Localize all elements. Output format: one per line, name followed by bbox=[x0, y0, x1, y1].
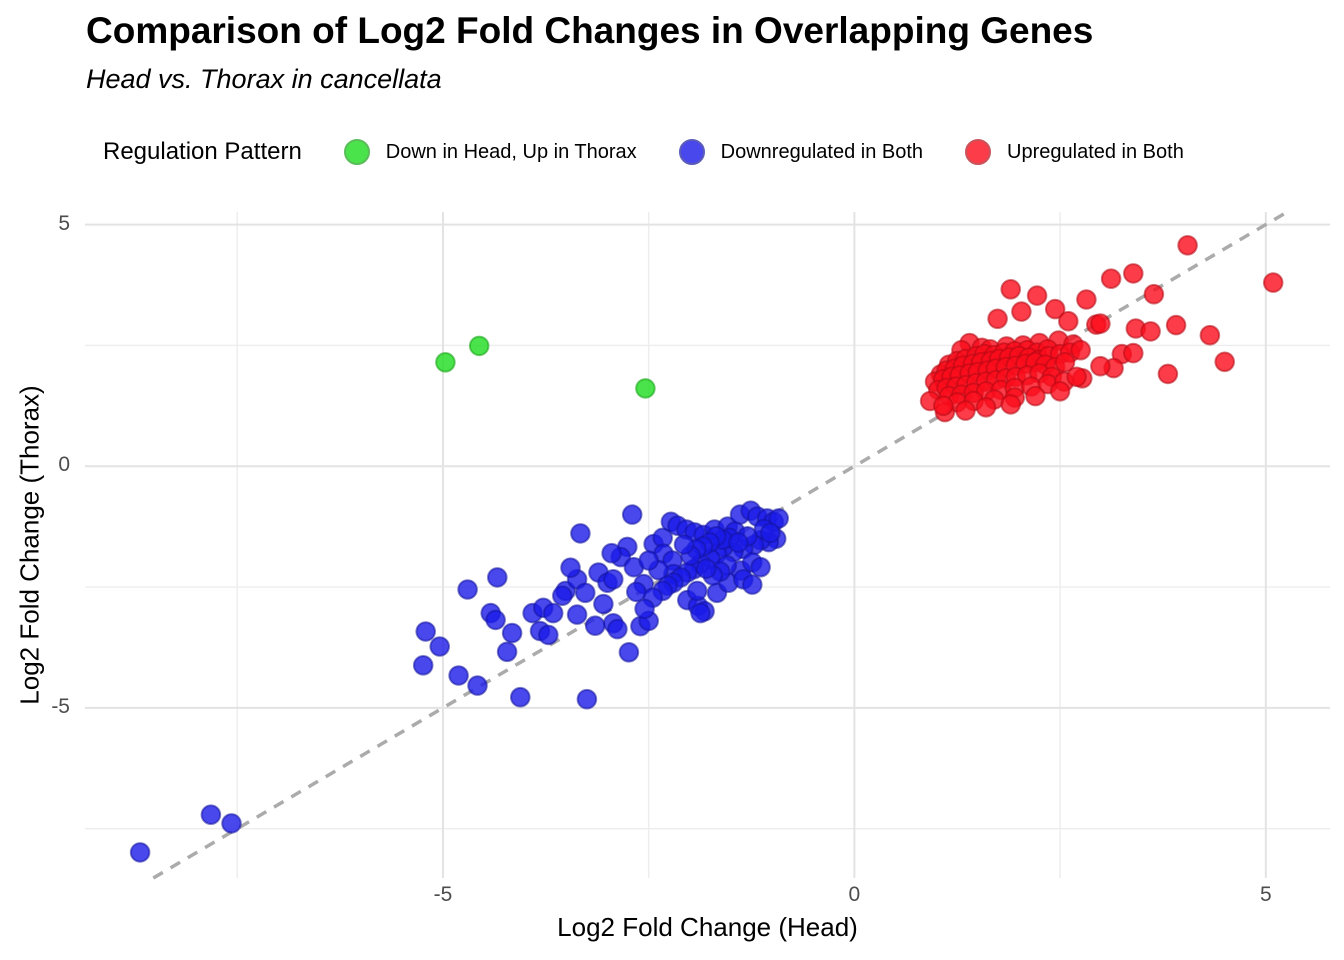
legend-title: Regulation Pattern bbox=[103, 138, 302, 165]
chart-subtitle: Head vs. Thorax in cancellata bbox=[86, 64, 442, 94]
data-points bbox=[129, 235, 1284, 863]
legend-label: Upregulated in Both bbox=[1007, 140, 1184, 163]
blue-dot-icon bbox=[678, 139, 705, 165]
red-dot-icon bbox=[965, 139, 992, 165]
legend-item-downregulated-both: Downregulated in Both bbox=[678, 139, 924, 165]
x-tick-label: -5 bbox=[433, 883, 453, 906]
y-tick-label: 0 bbox=[58, 453, 70, 477]
x-axis-title: Log2 Fold Change (Head) bbox=[557, 912, 858, 942]
legend: Regulation Pattern Down in Head, Up in T… bbox=[103, 130, 1184, 174]
chart-title: Comparison of Log2 Fold Changes in Overl… bbox=[86, 10, 1094, 51]
legend-item-down-head-up-thorax: Down in Head, Up in Thorax bbox=[343, 139, 637, 165]
y-tick-label: -5 bbox=[51, 694, 70, 718]
major-gridlines bbox=[85, 212, 1330, 878]
x-tick-label: 5 bbox=[1259, 883, 1272, 906]
legend-item-upregulated-both: Upregulated in Both bbox=[965, 139, 1184, 165]
y-tick-label: 5 bbox=[58, 211, 70, 235]
green-dot-icon bbox=[343, 139, 370, 165]
y-axis-title: Log2 Fold Change (Thorax) bbox=[14, 385, 45, 705]
x-tick-label: 0 bbox=[848, 883, 861, 906]
legend-label: Down in Head, Up in Thorax bbox=[385, 140, 637, 163]
legend-label: Downregulated in Both bbox=[720, 140, 924, 163]
